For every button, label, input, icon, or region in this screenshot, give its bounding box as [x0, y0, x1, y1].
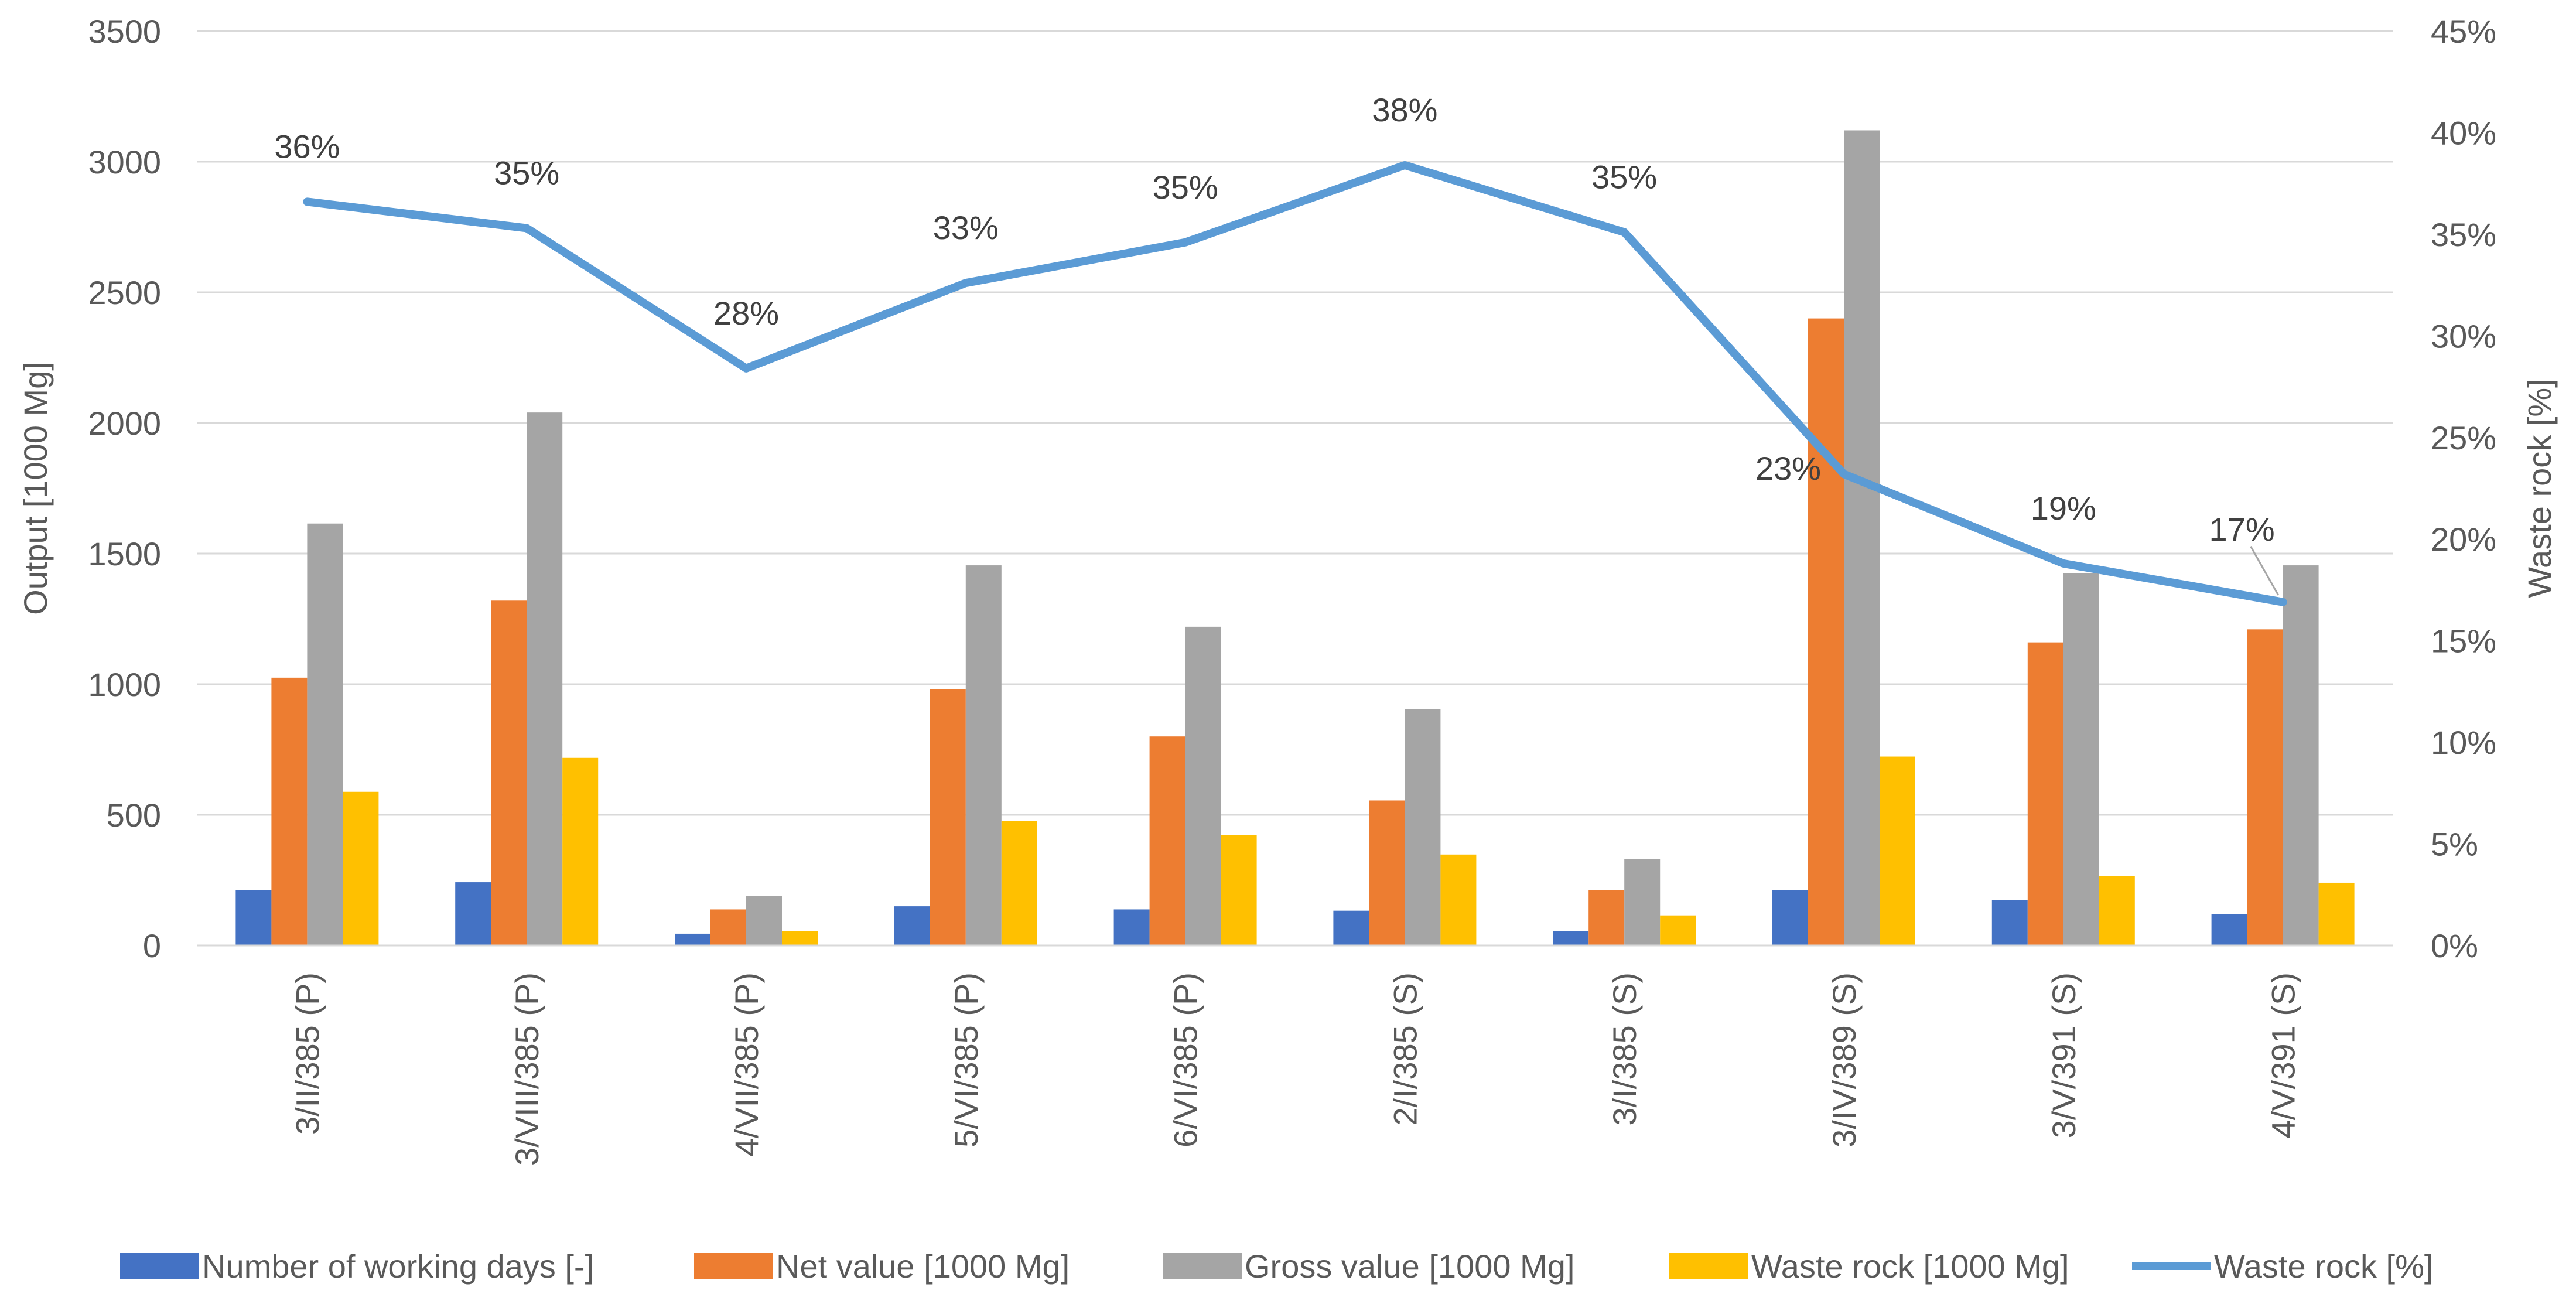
bar — [1113, 909, 1150, 945]
y-tick-label: 0 — [143, 927, 161, 964]
bars — [235, 130, 2355, 946]
x-category-label: 4/VII/385 (P) — [728, 972, 765, 1156]
data-label: 36% — [274, 128, 340, 165]
x-category-label: 6/VI/385 (P) — [1167, 972, 1204, 1148]
series-line — [303, 161, 2287, 606]
data-label: 23% — [1755, 450, 1821, 487]
y2-tick-label: 40% — [2431, 114, 2496, 151]
legend-swatch — [1163, 1253, 1242, 1279]
bar — [1405, 709, 1441, 945]
bar — [930, 689, 966, 945]
bar — [894, 906, 930, 945]
bar — [2247, 629, 2283, 945]
bar — [2063, 573, 2099, 945]
y-tick-label: 2500 — [88, 274, 161, 311]
y-tick-label: 500 — [107, 797, 161, 834]
bar — [1624, 859, 1661, 945]
y2-tick-label: 45% — [2431, 13, 2496, 50]
bar — [782, 931, 818, 945]
y-tick-label: 1500 — [88, 535, 161, 572]
bar — [1808, 318, 1844, 945]
bar — [235, 890, 272, 945]
data-label: 19% — [2031, 490, 2096, 527]
y2-tick-label: 5% — [2431, 826, 2478, 863]
bar — [710, 909, 746, 945]
legend-swatch — [1669, 1253, 1748, 1279]
bar — [562, 757, 599, 945]
data-label: 33% — [933, 209, 999, 246]
bar — [1772, 890, 1808, 945]
y2-tick-label: 35% — [2431, 216, 2496, 253]
bar — [675, 933, 710, 945]
y2-axis-title: Waste rock [%] — [2521, 378, 2558, 598]
bar — [307, 523, 343, 945]
data-label: 28% — [713, 295, 779, 332]
y2-tick-label: 30% — [2431, 317, 2496, 354]
y2-tick-label: 10% — [2431, 724, 2496, 761]
bar — [1880, 756, 1915, 945]
x-category-label: 4/V/391 (S) — [2265, 972, 2302, 1138]
data-label: 35% — [1153, 169, 1218, 206]
data-label: 17% — [2209, 511, 2275, 548]
bar — [2283, 565, 2319, 945]
bar — [2211, 914, 2247, 945]
bar — [2099, 876, 2135, 945]
x-category-label: 2/I/385 (S) — [1386, 972, 1423, 1125]
legend-swatch — [694, 1253, 773, 1279]
legend-swatch — [120, 1253, 199, 1279]
bar — [1369, 800, 1405, 945]
legend-label: Waste rock [%] — [2214, 1248, 2433, 1285]
data-label: 38% — [1372, 91, 1437, 128]
bar — [2027, 642, 2063, 945]
waste-rock-percent-line — [303, 161, 2287, 606]
data-label: 35% — [1591, 158, 1657, 195]
bar — [455, 882, 491, 945]
data-labels: 36% 35% 28% 33% 35% 38% 35% 23% 19% 17% — [274, 91, 2279, 596]
x-category-label: 3/II/385 (P) — [289, 972, 326, 1135]
bar — [1149, 736, 1185, 945]
legend-label: Waste rock [1000 Mg] — [1751, 1248, 2069, 1285]
x-category-label: 5/VI/385 (P) — [948, 972, 985, 1148]
y2-tick-label: 25% — [2431, 419, 2496, 456]
axes: 0 500 1000 1500 2000 2500 3000 3500 0% 5% 10% 15% 20… — [88, 13, 2496, 1166]
legend-label: Net value [1000 Mg] — [776, 1248, 1070, 1285]
x-category-label: 3/V/391 (S) — [2045, 972, 2082, 1138]
y2-tick-label: 15% — [2431, 623, 2496, 660]
bar — [343, 791, 379, 945]
leader-line — [2250, 546, 2279, 596]
bar — [1660, 915, 1696, 945]
bar — [1588, 890, 1625, 945]
legend-label: Gross value [1000 Mg] — [1245, 1248, 1574, 1285]
y-tick-label: 3500 — [88, 13, 161, 50]
x-category-label: 3/I/385 (S) — [1606, 972, 1643, 1125]
y-tick-label: 2000 — [88, 405, 161, 442]
bar — [746, 896, 782, 945]
bar — [1844, 130, 1880, 946]
y-tick-label: 1000 — [88, 666, 161, 703]
bar — [1221, 835, 1257, 945]
y-axis-title: Output [1000 Mg] — [17, 361, 54, 615]
x-category-label: 3/IV/389 (S) — [1826, 972, 1863, 1148]
y2-tick-label: 20% — [2431, 521, 2496, 558]
legend: Number of working days [-] Net value [100… — [120, 1248, 2433, 1285]
bar — [965, 565, 1002, 945]
y-tick-label: 3000 — [88, 144, 161, 180]
bar — [491, 600, 527, 945]
x-category-label: 3/VIII/385 (P) — [508, 972, 545, 1166]
bar — [1440, 854, 1477, 945]
data-label: 35% — [494, 154, 559, 191]
bar — [1553, 931, 1589, 945]
bar — [527, 412, 563, 945]
bar — [1001, 821, 1037, 945]
y2-tick-label: 0% — [2431, 927, 2478, 964]
legend-label: Number of working days [-] — [202, 1248, 594, 1285]
bar — [1991, 900, 2028, 945]
bar — [1185, 626, 1221, 945]
bar — [2318, 882, 2355, 945]
bar — [1333, 910, 1369, 945]
bar — [271, 677, 308, 945]
